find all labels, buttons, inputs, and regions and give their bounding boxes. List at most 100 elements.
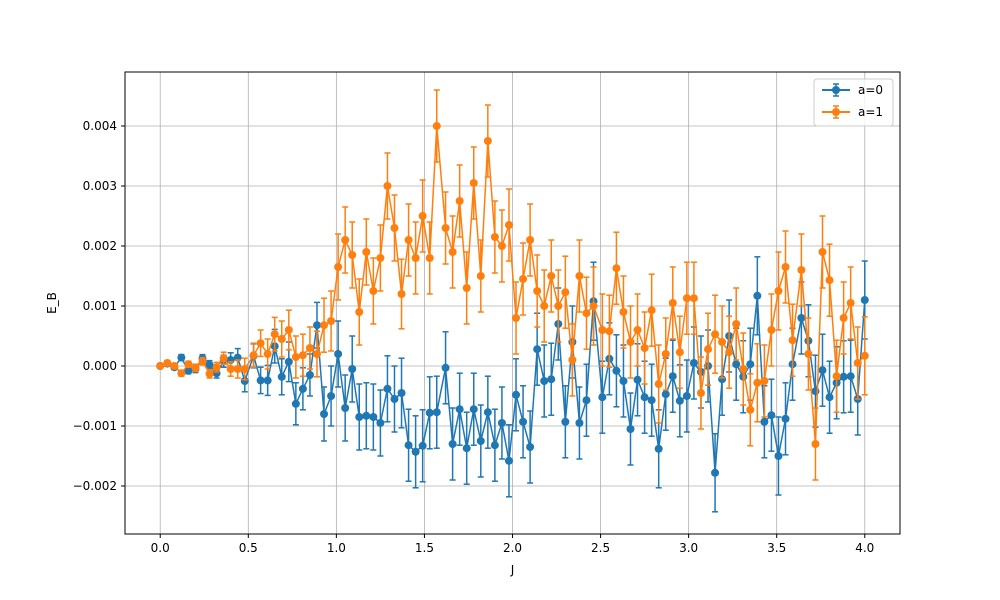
point-s1-5 bbox=[191, 363, 200, 372]
point-s0-75 bbox=[689, 359, 698, 367]
point-s0-14 bbox=[256, 376, 265, 385]
series-1 bbox=[156, 89, 869, 481]
point-s1-76 bbox=[696, 389, 705, 397]
point-s1-72 bbox=[668, 299, 677, 307]
y-tick-label-0: −0.002 bbox=[73, 479, 117, 493]
point-s0-34 bbox=[397, 389, 406, 397]
point-s0-83 bbox=[746, 360, 755, 369]
point-s1-30 bbox=[369, 287, 378, 295]
point-s0-40 bbox=[441, 363, 450, 372]
point-s1-81 bbox=[732, 320, 741, 328]
point-s1-24 bbox=[327, 317, 336, 325]
point-s0-57 bbox=[561, 417, 570, 426]
legend-entry-a1: a=1 bbox=[822, 105, 883, 119]
point-s1-73 bbox=[675, 348, 684, 357]
x-tick-label-2: 1.0 bbox=[327, 541, 346, 555]
point-s1-93 bbox=[818, 248, 827, 256]
point-s1-6 bbox=[198, 357, 207, 366]
point-s1-36 bbox=[411, 254, 420, 262]
point-s1-77 bbox=[704, 345, 713, 354]
point-s0-18 bbox=[284, 357, 293, 366]
point-s0-41 bbox=[448, 440, 457, 448]
point-s0-25 bbox=[334, 350, 343, 358]
x-tick-label-8: 4.0 bbox=[855, 541, 874, 555]
point-s1-49 bbox=[504, 221, 513, 229]
point-s0-26 bbox=[341, 404, 350, 412]
legend-label-a0: a=0 bbox=[858, 83, 883, 97]
point-s1-98 bbox=[853, 359, 862, 367]
y-axis-label: E_B bbox=[45, 292, 59, 314]
point-s1-69 bbox=[647, 306, 656, 315]
point-s1-4 bbox=[184, 360, 193, 369]
point-s0-67 bbox=[633, 375, 642, 384]
point-s1-87 bbox=[774, 287, 783, 295]
point-s1-25 bbox=[334, 263, 343, 271]
x-tick-label-6: 3.0 bbox=[679, 541, 698, 555]
point-s0-51 bbox=[519, 417, 528, 426]
point-s0-66 bbox=[626, 425, 635, 433]
point-s1-51 bbox=[519, 275, 528, 283]
legend: a=0 a=1 bbox=[813, 78, 894, 127]
x-tick-label-7: 3.5 bbox=[767, 541, 786, 555]
point-s1-74 bbox=[682, 294, 691, 303]
point-s1-3 bbox=[177, 369, 186, 378]
y-tick-label-4: 0.002 bbox=[83, 239, 117, 253]
point-s1-94 bbox=[825, 276, 834, 285]
point-s1-47 bbox=[490, 233, 499, 241]
series-layer bbox=[156, 89, 869, 513]
point-s1-38 bbox=[425, 254, 434, 262]
point-s1-86 bbox=[767, 326, 776, 334]
point-s1-23 bbox=[320, 321, 329, 330]
point-s0-53 bbox=[533, 345, 542, 354]
point-s0-99 bbox=[860, 296, 869, 304]
point-s1-7 bbox=[205, 369, 214, 378]
point-s0-8 bbox=[212, 369, 221, 378]
point-s1-60 bbox=[582, 309, 591, 318]
point-s1-13 bbox=[249, 351, 258, 360]
point-s0-15 bbox=[263, 376, 272, 385]
point-s1-22 bbox=[312, 350, 321, 358]
point-s0-69 bbox=[647, 396, 656, 405]
point-s0-93 bbox=[818, 366, 827, 375]
point-s1-26 bbox=[341, 236, 350, 244]
point-s1-9 bbox=[219, 354, 228, 363]
point-s1-78 bbox=[711, 330, 720, 339]
point-s0-73 bbox=[675, 396, 684, 405]
point-s0-74 bbox=[682, 392, 691, 400]
point-s0-39 bbox=[432, 408, 441, 417]
point-s1-55 bbox=[547, 272, 556, 280]
point-s0-54 bbox=[540, 377, 549, 385]
point-s1-39 bbox=[432, 122, 441, 130]
point-s1-70 bbox=[654, 380, 663, 388]
point-s0-17 bbox=[277, 372, 286, 381]
point-s0-52 bbox=[526, 443, 535, 451]
point-s1-18 bbox=[284, 326, 293, 334]
point-s1-95 bbox=[832, 372, 841, 381]
point-s1-79 bbox=[718, 338, 727, 346]
x-tick-label-5: 2.5 bbox=[591, 541, 610, 555]
point-s0-46 bbox=[483, 408, 492, 417]
point-s0-31 bbox=[376, 419, 385, 427]
x-tick-label-3: 1.5 bbox=[415, 541, 434, 555]
point-s0-23 bbox=[320, 410, 329, 418]
point-s1-52 bbox=[526, 236, 535, 244]
point-s1-68 bbox=[640, 344, 649, 352]
point-s0-33 bbox=[390, 395, 399, 403]
point-s1-54 bbox=[540, 302, 549, 310]
point-s1-0 bbox=[156, 362, 165, 370]
point-s1-2 bbox=[170, 362, 179, 370]
point-s0-32 bbox=[383, 384, 392, 393]
point-s1-37 bbox=[418, 212, 427, 220]
point-s0-88 bbox=[781, 414, 790, 423]
point-s1-43 bbox=[462, 284, 471, 292]
point-s0-65 bbox=[619, 377, 628, 385]
point-s0-24 bbox=[327, 392, 336, 400]
point-s0-59 bbox=[575, 419, 584, 427]
point-s1-14 bbox=[256, 339, 265, 348]
point-s1-45 bbox=[476, 272, 485, 280]
point-s1-32 bbox=[383, 182, 392, 190]
point-s0-96 bbox=[839, 372, 848, 381]
point-s1-27 bbox=[348, 251, 357, 259]
point-s1-29 bbox=[362, 248, 371, 256]
